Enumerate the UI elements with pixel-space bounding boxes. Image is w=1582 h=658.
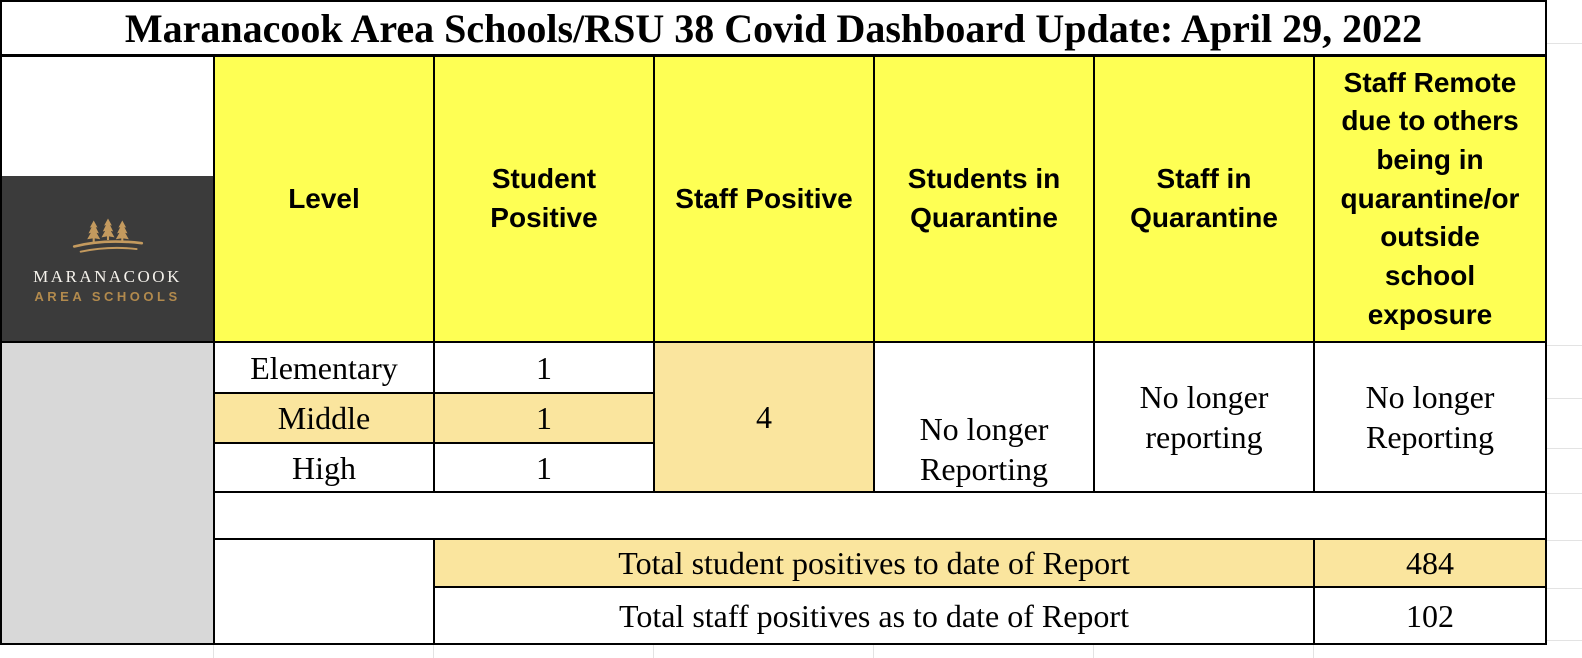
- sheet-gridline: [1547, 398, 1582, 399]
- header-level: Level: [215, 57, 435, 343]
- header-student-positive: Student Positive: [435, 57, 655, 343]
- sheet-gridline: [1093, 645, 1094, 658]
- sheet-gridline: [1547, 43, 1582, 44]
- total-student-positives-label: Total student positives to date of Repor…: [435, 540, 1315, 588]
- sheet-gridline: [1313, 645, 1314, 658]
- header-staff-remote: Staff Remote due to others being in quar…: [1315, 57, 1545, 343]
- header-staff-in-quarantine: Staff in Quarantine: [1095, 57, 1315, 343]
- logo-subtitle: AREA SCHOOLS: [34, 289, 181, 304]
- empty-row: [215, 493, 1545, 540]
- total-student-positives-value: 484: [1315, 540, 1545, 588]
- cell-staff-in-quarantine: No longer reporting: [1095, 343, 1315, 493]
- header-students-in-quarantine: Students in Quarantine: [875, 57, 1095, 343]
- sheet-gridline: [1547, 640, 1582, 641]
- dashboard-grid: MARANACOOK AREA SCHOOLS Level Student Po…: [2, 57, 1545, 643]
- cell-student-positive-high: 1: [435, 444, 655, 493]
- cell-level-high: High: [215, 444, 435, 493]
- pine-trees-icon: [72, 218, 143, 253]
- cell-staff-positive-total: 4: [655, 343, 875, 493]
- sheet-gridline: [213, 645, 214, 658]
- sheet-gridline: [653, 645, 654, 658]
- header-staff-positive: Staff Positive: [655, 57, 875, 343]
- sheet-gridline: [433, 645, 434, 658]
- sheet-gridline: [1547, 345, 1582, 346]
- sheet-gridline: [1547, 540, 1582, 541]
- dashboard-table: Maranacook Area Schools/RSU 38 Covid Das…: [0, 0, 1547, 645]
- cell-student-positive-elementary: 1: [435, 343, 655, 394]
- cell-staff-remote: No longer Reporting: [1315, 343, 1545, 493]
- left-gray-panel: [2, 343, 215, 643]
- cell-students-in-quarantine: No longer Reporting: [875, 343, 1095, 493]
- page-title: Maranacook Area Schools/RSU 38 Covid Das…: [2, 2, 1545, 57]
- totals-left-empty-cell: [215, 540, 435, 643]
- logo-cell: MARANACOOK AREA SCHOOLS: [2, 57, 215, 343]
- sheet-gridline: [873, 645, 874, 658]
- sheet-gridline: [1547, 588, 1582, 589]
- total-staff-positives-label: Total staff positives as to date of Repo…: [435, 588, 1315, 643]
- sheet-gridline: [1547, 448, 1582, 449]
- sheet-gridline: [1547, 493, 1582, 494]
- logo-name: MARANACOOK: [33, 267, 182, 286]
- cell-level-middle: Middle: [215, 394, 435, 444]
- district-logo: MARANACOOK AREA SCHOOLS: [2, 176, 213, 341]
- cell-level-elementary: Elementary: [215, 343, 435, 394]
- total-staff-positives-value: 102: [1406, 597, 1454, 634]
- cell-student-positive-middle: 1: [435, 394, 655, 444]
